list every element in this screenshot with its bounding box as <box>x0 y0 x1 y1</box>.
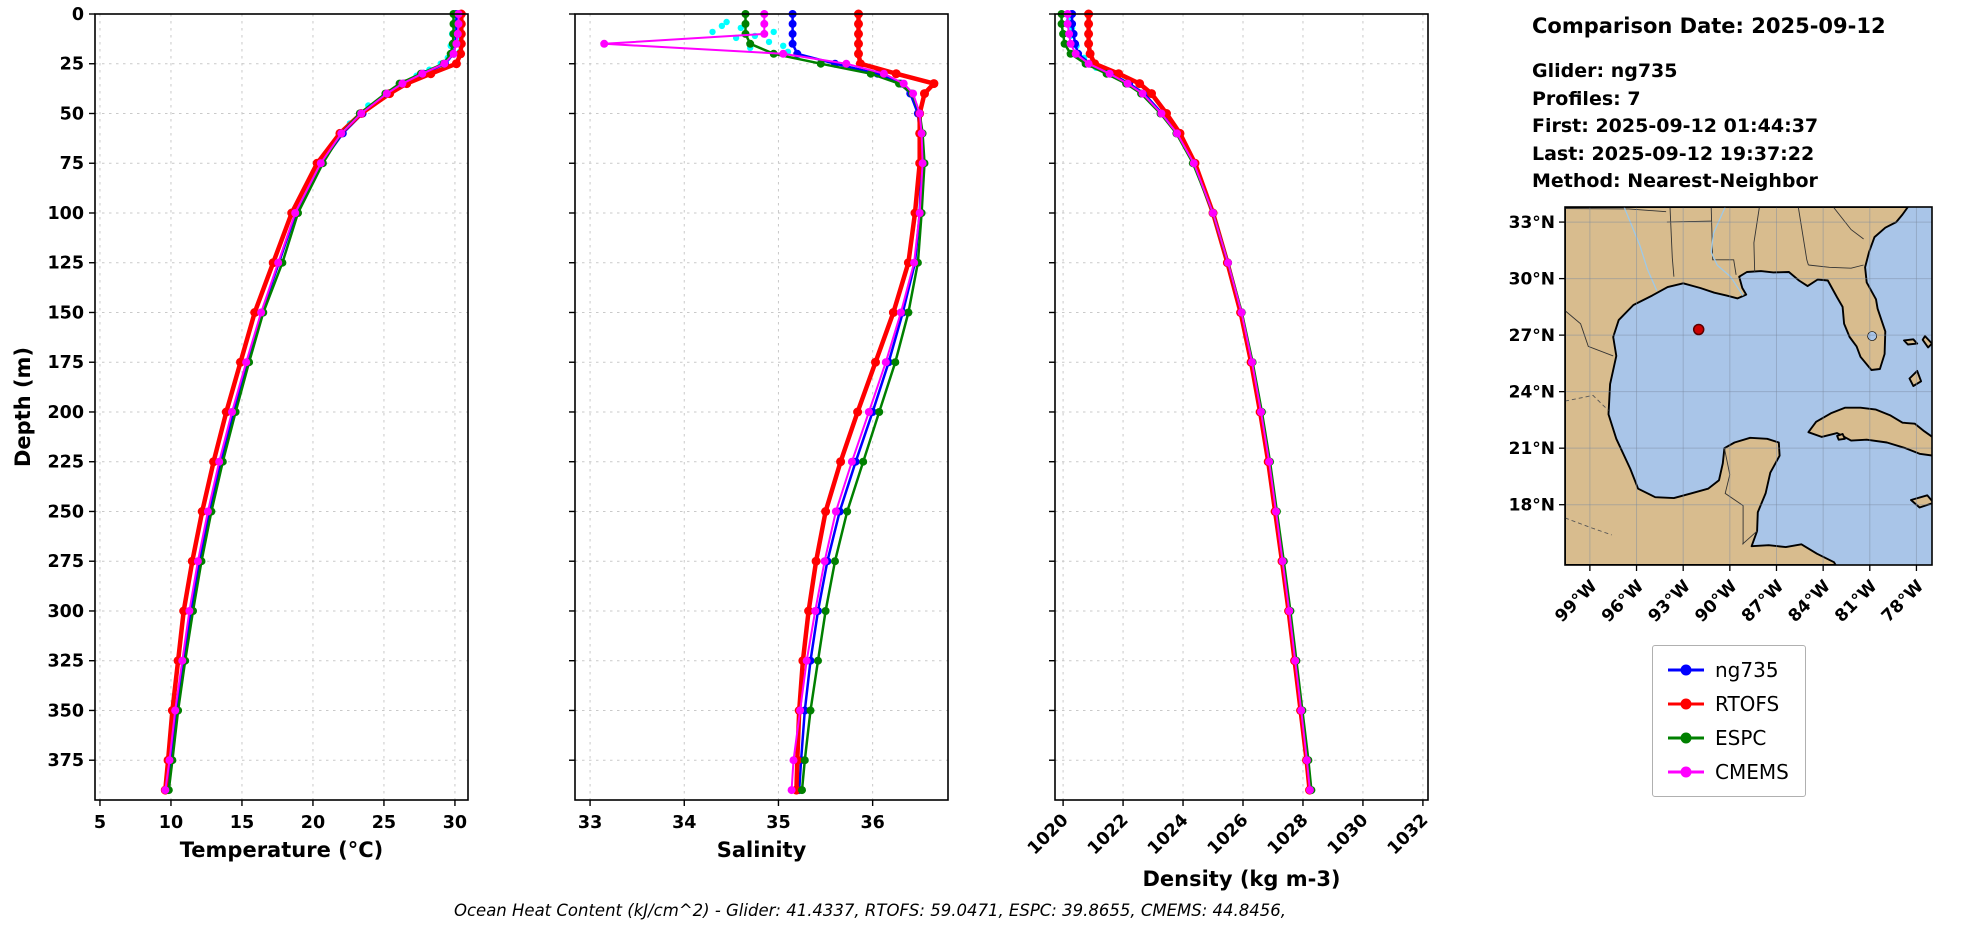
map-landmass <box>1903 338 1919 346</box>
svg-text:50: 50 <box>60 104 84 124</box>
svg-text:81°W: 81°W <box>1831 576 1881 626</box>
legend-label: CMEMS <box>1715 760 1789 784</box>
info-first: First: 2025-09-12 01:44:37 <box>1532 115 1819 137</box>
grid <box>1055 13 1428 800</box>
depth-axis-label: Depth (m) <box>11 347 35 467</box>
svg-text:1024: 1024 <box>1144 810 1193 859</box>
legend-line-icon <box>1668 664 1704 676</box>
svg-text:175: 175 <box>47 353 84 373</box>
legend-item-cmems: CMEMS <box>1665 758 1789 786</box>
svg-text:1030: 1030 <box>1324 810 1373 859</box>
svg-text:36: 36 <box>860 813 884 833</box>
svg-text:225: 225 <box>47 453 84 473</box>
svg-text:125: 125 <box>47 254 84 274</box>
svg-text:350: 350 <box>47 701 84 721</box>
svg-text:5: 5 <box>94 813 106 833</box>
svg-text:20: 20 <box>301 813 325 833</box>
salinity-plot: 33 34 35 36 Salinity <box>569 9 949 862</box>
temperature-plot: 5 10 15 20 25 3002550751001251501752002252502… <box>11 5 469 862</box>
svg-text:200: 200 <box>47 403 84 423</box>
svg-text:99°W: 99°W <box>1551 576 1601 626</box>
svg-text:90°W: 90°W <box>1691 576 1741 626</box>
series-CMEMS <box>1063 10 1314 795</box>
svg-text:1032: 1032 <box>1384 810 1433 859</box>
svg-text:87°W: 87°W <box>1738 576 1788 626</box>
legend-label: RTOFS <box>1715 692 1780 716</box>
legend-line-icon <box>1668 766 1704 778</box>
map-graticule <box>1565 207 1932 565</box>
gulf-of-mexico-map: 33°N 30°N 27°N 24°N 21°N 18°N 99°W96°W93°W90°W… <box>1509 206 1933 627</box>
legend-label: ng735 <box>1715 658 1779 682</box>
svg-text:30: 30 <box>443 813 467 833</box>
svg-text:96°W: 96°W <box>1598 576 1648 626</box>
comparison-info-panel: Comparison Date: 2025-09-12 Glider: ng73… <box>1532 14 1886 196</box>
svg-text:1028: 1028 <box>1264 810 1313 859</box>
map-landmass <box>1565 207 1909 565</box>
svg-text:35: 35 <box>766 813 790 833</box>
svg-text:18°N: 18°N <box>1509 496 1555 516</box>
map-landmass <box>1807 406 1932 457</box>
ohc-footer: Ocean Heat Content (kJ/cm^2) - Glider: 4… <box>453 901 1287 920</box>
svg-text:34: 34 <box>672 813 696 833</box>
map-river <box>1710 207 1744 296</box>
svg-text:375: 375 <box>47 751 84 771</box>
svg-text:300: 300 <box>47 602 84 622</box>
svg-text:78°W: 78°W <box>1878 576 1928 626</box>
svg-text:21°N: 21°N <box>1509 439 1555 459</box>
grid <box>575 13 948 800</box>
series-CMEMS <box>600 10 927 795</box>
svg-text:33: 33 <box>578 813 602 833</box>
comparison-date: Comparison Date: 2025-09-12 <box>1532 14 1886 38</box>
map-river <box>1623 207 1658 292</box>
map-landmass <box>1836 433 1846 441</box>
series-CMEMS <box>161 10 463 795</box>
svg-text:93°W: 93°W <box>1645 576 1695 626</box>
map-landmass <box>1908 369 1923 387</box>
svg-text:33°N: 33°N <box>1509 213 1555 233</box>
svg-text:1020: 1020 <box>1024 810 1073 859</box>
info-method: Method: Nearest-Neighbor <box>1532 170 1818 192</box>
svg-text:1026: 1026 <box>1204 810 1253 859</box>
legend-label: ESPC <box>1715 726 1767 750</box>
svg-text:24°N: 24°N <box>1509 383 1555 403</box>
svg-text:0: 0 <box>72 5 84 25</box>
axis-ticks: 5 10 15 20 25 3002550751001251501752002252502… <box>47 5 467 833</box>
svg-text:100: 100 <box>47 204 84 224</box>
map-lake <box>1867 331 1877 341</box>
svg-text:27°N: 27°N <box>1509 326 1555 346</box>
legend: ng735 RTOFS ESPC CMEMS <box>1652 645 1806 797</box>
info-glider: Glider: ng735 <box>1532 60 1678 82</box>
info-profiles: Profiles: 7 <box>1532 87 1641 110</box>
legend-item-espc: ESPC <box>1665 724 1789 752</box>
svg-text:30°N: 30°N <box>1509 270 1555 290</box>
svg-text:1022: 1022 <box>1084 810 1133 859</box>
grid <box>95 13 468 800</box>
map-landmass <box>1910 494 1932 509</box>
density-axis-label: Density (kg m-3) <box>1142 867 1340 891</box>
temperature-axis-label: Temperature (°C) <box>180 838 383 862</box>
density-plot: 1020 1022 1024 1026 1028 1030 1032 Density (kg … <box>1024 9 1433 891</box>
svg-text:250: 250 <box>47 502 84 522</box>
svg-text:15: 15 <box>230 813 254 833</box>
salinity-axis-label: Salinity <box>717 838 807 862</box>
svg-text:150: 150 <box>47 303 84 323</box>
map-landmass <box>1921 335 1932 349</box>
legend-line-icon <box>1668 732 1704 744</box>
svg-text:84°W: 84°W <box>1785 576 1835 626</box>
axis-ticks: 33 34 35 36 <box>569 13 885 833</box>
svg-text:25: 25 <box>372 813 396 833</box>
svg-text:275: 275 <box>47 552 84 572</box>
legend-item-rtofs: RTOFS <box>1665 690 1789 718</box>
glider-location-marker <box>1692 323 1705 336</box>
svg-text:10: 10 <box>159 813 183 833</box>
svg-text:75: 75 <box>60 154 84 174</box>
info-last: Last: 2025-09-12 19:37:22 <box>1532 142 1815 165</box>
legend-line-icon <box>1668 698 1704 710</box>
svg-text:25: 25 <box>60 55 84 75</box>
svg-text:325: 325 <box>47 652 84 672</box>
legend-item-ng735: ng735 <box>1665 656 1789 684</box>
